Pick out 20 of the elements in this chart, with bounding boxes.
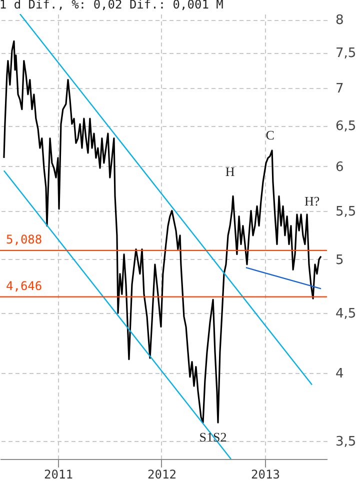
- y-tick-label: 5,5: [336, 204, 356, 220]
- ref-line-label: 4,646: [6, 278, 42, 293]
- ref-line-label: 5,088: [6, 232, 42, 246]
- annotation: H: [225, 164, 235, 180]
- x-tick-label: 2013: [251, 468, 280, 482]
- y-tick-label: 8: [336, 13, 344, 28]
- y-tick-label: 7,5: [336, 46, 356, 62]
- annotation: C: [266, 127, 274, 142]
- y-tick-label: 7: [336, 81, 344, 96]
- x-tick-label: 2011: [44, 468, 73, 482]
- x-tick-label: 2012: [148, 468, 176, 482]
- y-tick-label: 4: [336, 366, 344, 382]
- annotation: H?: [304, 193, 320, 208]
- y-tick-label: 3,5: [336, 434, 356, 450]
- line-series: [3, 40, 322, 424]
- chart-title: 1 d Dif., %: 0,02 Dif.: 0,001 M: [0, 0, 224, 12]
- y-tick-label: 6: [336, 160, 344, 175]
- y-tick-label: 6,5: [336, 119, 356, 134]
- y-tick-label: 4,5: [336, 306, 356, 322]
- y-tick-label: 5: [336, 252, 344, 268]
